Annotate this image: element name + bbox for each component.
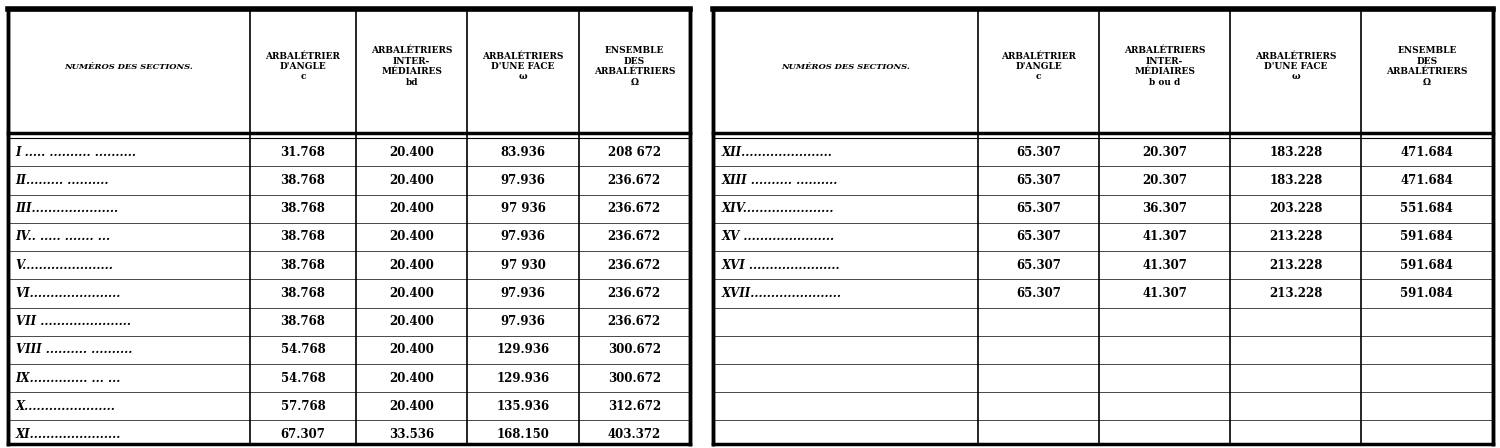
Text: VII ......................: VII ...................... (15, 315, 130, 328)
Text: 20.307: 20.307 (1142, 146, 1186, 159)
Text: 20.400: 20.400 (388, 202, 433, 215)
Text: 97 936: 97 936 (501, 202, 546, 215)
Text: 213.228: 213.228 (1269, 258, 1323, 271)
Text: 54.768: 54.768 (280, 343, 326, 356)
Text: NUMÉROS DES SECTIONS.: NUMÉROS DES SECTIONS. (782, 63, 909, 70)
Text: 135.936: 135.936 (496, 400, 549, 413)
Text: II......... ..........: II......... .......... (15, 174, 110, 187)
Text: 20.400: 20.400 (388, 400, 433, 413)
Text: 38.768: 38.768 (280, 230, 326, 243)
Text: 20.400: 20.400 (388, 258, 433, 271)
Text: ENSEMBLE
DES
ARBALÉTRIERS
Ω: ENSEMBLE DES ARBALÉTRIERS Ω (1386, 47, 1467, 86)
Text: 36.307: 36.307 (1142, 202, 1186, 215)
Text: 41.307: 41.307 (1142, 258, 1186, 271)
Text: 591.684: 591.684 (1401, 230, 1453, 243)
Text: 20.400: 20.400 (388, 146, 433, 159)
Text: 312.672: 312.672 (608, 400, 662, 413)
Text: 236.672: 236.672 (608, 287, 662, 300)
Text: 20.400: 20.400 (388, 230, 433, 243)
Text: 213.228: 213.228 (1269, 287, 1323, 300)
Text: XVI ......................: XVI ...................... (722, 258, 840, 271)
Text: 168.150: 168.150 (496, 428, 549, 441)
Text: 38.768: 38.768 (280, 174, 326, 187)
Text: V......................: V...................... (15, 258, 114, 271)
Text: III.....................: III..................... (15, 202, 119, 215)
Text: 65.307: 65.307 (1016, 287, 1060, 300)
Text: 20.400: 20.400 (388, 372, 433, 385)
Text: 65.307: 65.307 (1016, 258, 1060, 271)
Text: XII......................: XII...................... (722, 146, 833, 159)
Text: 41.307: 41.307 (1142, 287, 1186, 300)
Text: 213.228: 213.228 (1269, 230, 1323, 243)
Text: 65.307: 65.307 (1016, 174, 1060, 187)
Text: 65.307: 65.307 (1016, 146, 1060, 159)
Text: 38.768: 38.768 (280, 287, 326, 300)
Text: 20.307: 20.307 (1142, 174, 1186, 187)
Text: 31.768: 31.768 (280, 146, 326, 159)
Text: XI......................: XI...................... (15, 428, 122, 441)
Text: 20.400: 20.400 (388, 174, 433, 187)
Text: 236.672: 236.672 (608, 258, 662, 271)
Text: ARBALÉTRIERS
INTER-
MÉDIAIRES
bd: ARBALÉTRIERS INTER- MÉDIAIRES bd (370, 47, 453, 86)
Text: 300.672: 300.672 (608, 372, 662, 385)
Text: 20.400: 20.400 (388, 315, 433, 328)
Text: 67.307: 67.307 (280, 428, 326, 441)
Text: 57.768: 57.768 (280, 400, 326, 413)
Text: 236.672: 236.672 (608, 315, 662, 328)
Text: 183.228: 183.228 (1269, 146, 1323, 159)
Text: 403.372: 403.372 (608, 428, 662, 441)
Text: 129.936: 129.936 (496, 343, 549, 356)
Text: 203.228: 203.228 (1269, 202, 1323, 215)
Text: 236.672: 236.672 (608, 174, 662, 187)
Text: ARBALÉTRIER
D'ANGLE
c: ARBALÉTRIER D'ANGLE c (266, 52, 340, 82)
Text: 65.307: 65.307 (1016, 202, 1060, 215)
Text: IX.............. ... ...: IX.............. ... ... (15, 372, 122, 385)
Text: 38.768: 38.768 (280, 202, 326, 215)
Text: XIII .......... ..........: XIII .......... .......... (722, 174, 839, 187)
Text: 54.768: 54.768 (280, 372, 326, 385)
Text: 129.936: 129.936 (496, 372, 549, 385)
Text: 183.228: 183.228 (1269, 174, 1323, 187)
Text: NUMÉROS DES SECTIONS.: NUMÉROS DES SECTIONS. (64, 63, 194, 70)
Text: ARBALÉTRIER
D'ANGLE
c: ARBALÉTRIER D'ANGLE c (1000, 52, 1076, 82)
Text: 471.684: 471.684 (1401, 146, 1453, 159)
Text: 551.684: 551.684 (1401, 202, 1453, 215)
Text: 97.936: 97.936 (501, 315, 546, 328)
Text: ARBALÉTRIERS
D'UNE FACE
ω: ARBALÉTRIERS D'UNE FACE ω (1256, 52, 1336, 82)
Text: VI......................: VI...................... (15, 287, 122, 300)
Text: 591.084: 591.084 (1401, 287, 1453, 300)
Text: 471.684: 471.684 (1401, 174, 1453, 187)
Text: 591.684: 591.684 (1401, 258, 1453, 271)
Text: 236.672: 236.672 (608, 202, 662, 215)
Text: 38.768: 38.768 (280, 258, 326, 271)
Text: 97 930: 97 930 (501, 258, 546, 271)
Text: XIV......................: XIV...................... (722, 202, 834, 215)
Text: 208 672: 208 672 (608, 146, 662, 159)
Text: 97.936: 97.936 (501, 230, 546, 243)
Text: 41.307: 41.307 (1142, 230, 1186, 243)
Text: 97.936: 97.936 (501, 287, 546, 300)
Text: 65.307: 65.307 (1016, 230, 1060, 243)
Text: 300.672: 300.672 (608, 343, 662, 356)
Text: IV.. ..... ....... ...: IV.. ..... ....... ... (15, 230, 111, 243)
Text: I ..... .......... ..........: I ..... .......... .......... (15, 146, 136, 159)
Text: ARBALÉTRIERS
INTER-
MÉDIAIRES
b ou d: ARBALÉTRIERS INTER- MÉDIAIRES b ou d (1124, 47, 1206, 86)
Text: ENSEMBLE
DES
ARBALÉTRIERS
Ω: ENSEMBLE DES ARBALÉTRIERS Ω (594, 47, 675, 86)
Text: 33.536: 33.536 (388, 428, 433, 441)
Text: X......................: X...................... (15, 400, 116, 413)
Text: XVII......................: XVII...................... (722, 287, 842, 300)
Text: 20.400: 20.400 (388, 287, 433, 300)
Text: 236.672: 236.672 (608, 230, 662, 243)
Text: 38.768: 38.768 (280, 315, 326, 328)
Text: 83.936: 83.936 (501, 146, 546, 159)
Text: 20.400: 20.400 (388, 343, 433, 356)
Text: ARBALÉTRIERS
D'UNE FACE
ω: ARBALÉTRIERS D'UNE FACE ω (483, 52, 564, 82)
Text: XV ......................: XV ...................... (722, 230, 836, 243)
Text: 97.936: 97.936 (501, 174, 546, 187)
Text: VIII .......... ..........: VIII .......... .......... (15, 343, 132, 356)
